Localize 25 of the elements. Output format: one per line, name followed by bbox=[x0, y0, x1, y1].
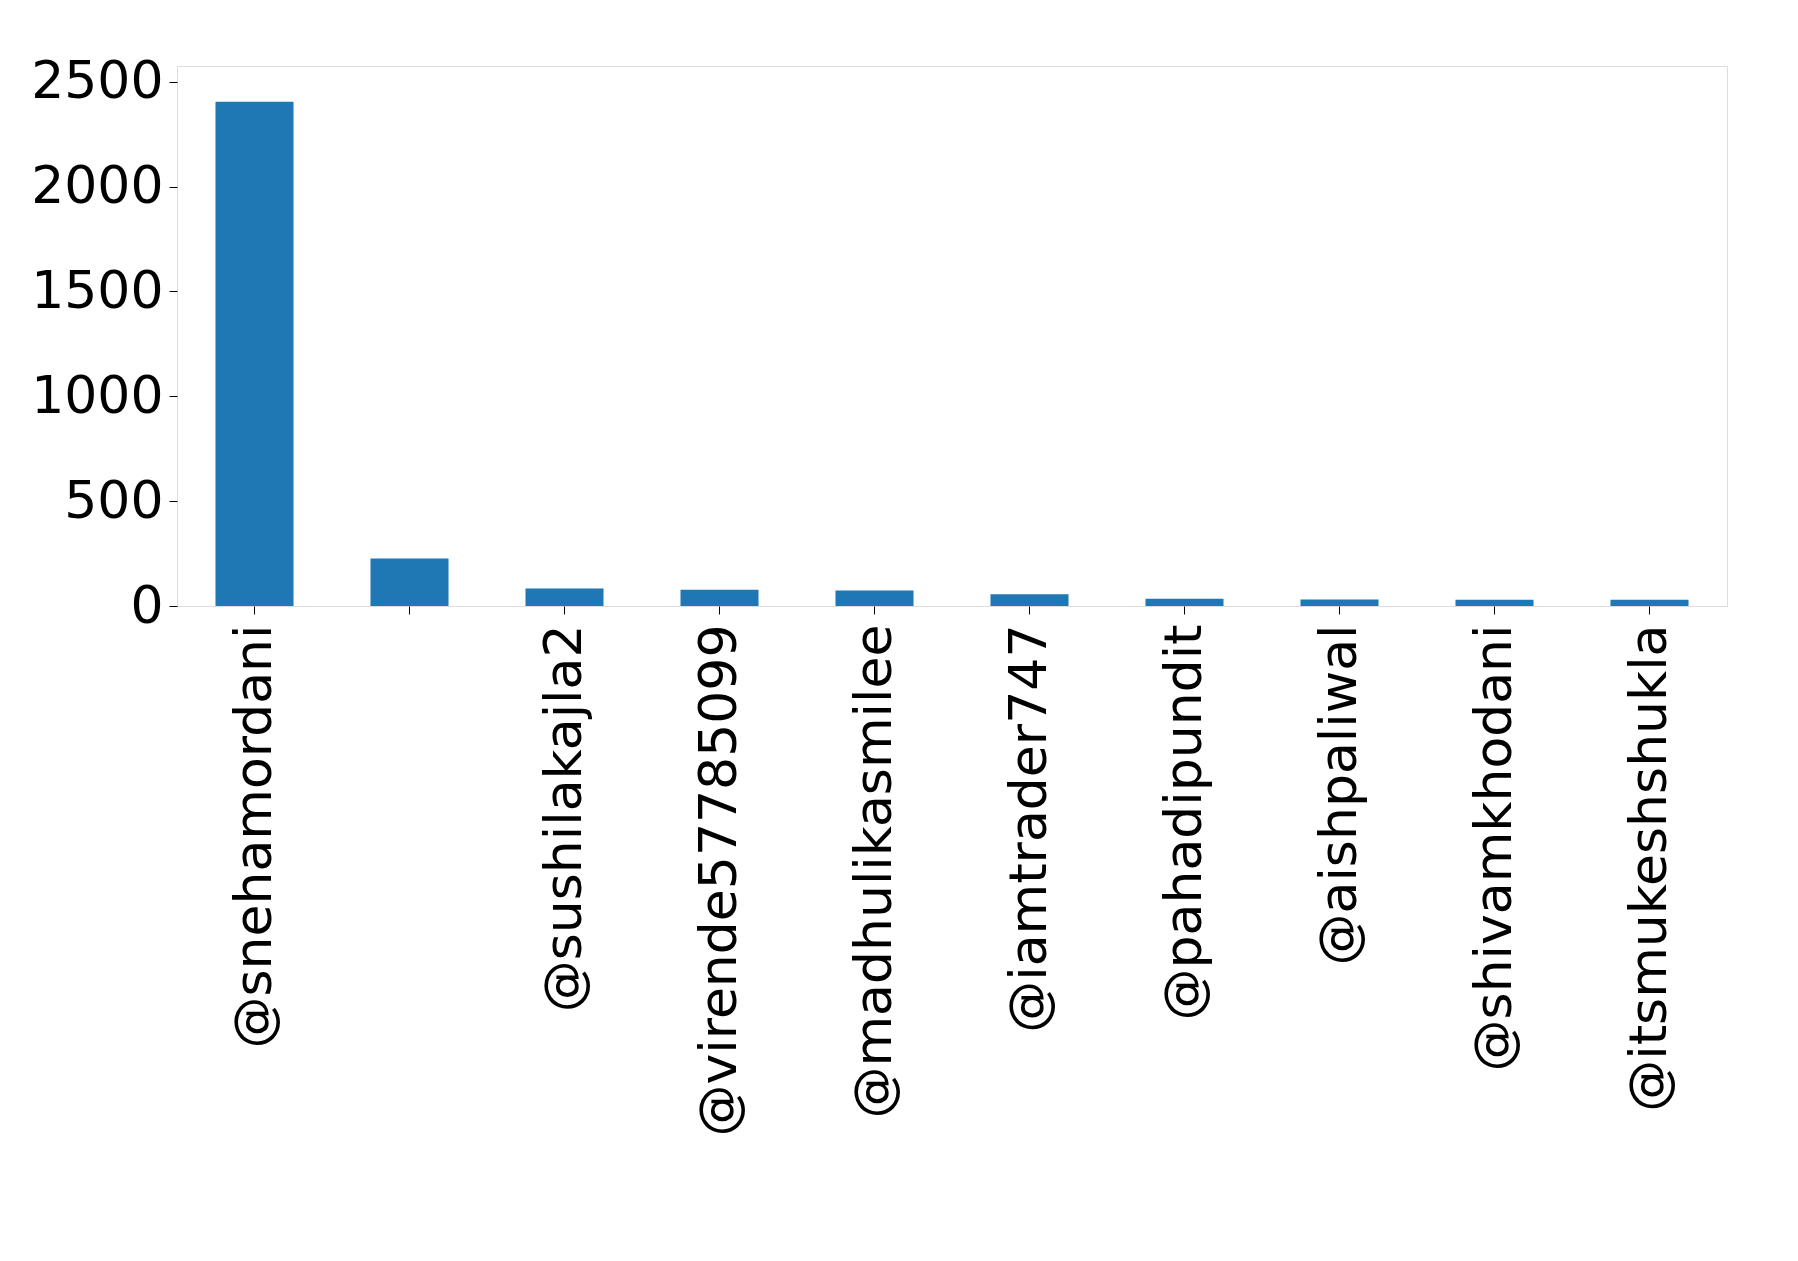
x-tick-label: @virende57785099 bbox=[687, 624, 748, 1137]
x-tick-label: @sushilakajla2 bbox=[532, 624, 593, 1013]
y-tick-label: 2500 bbox=[31, 50, 164, 111]
bar bbox=[1455, 599, 1534, 606]
bar bbox=[1610, 599, 1689, 606]
y-tick-label: 2000 bbox=[31, 155, 164, 216]
bar bbox=[215, 101, 294, 606]
bar bbox=[370, 558, 449, 606]
x-tick-label: @madhulikasmilee bbox=[842, 624, 903, 1119]
bar bbox=[680, 589, 759, 606]
bar bbox=[525, 588, 604, 606]
bar bbox=[835, 590, 914, 606]
y-tick-label: 500 bbox=[64, 469, 164, 530]
x-tick-label: @itsmukeshshukla bbox=[1617, 624, 1678, 1112]
x-tick-label: @iamtrader747 bbox=[997, 624, 1058, 1033]
x-tick-label: @pahadipundit bbox=[1152, 624, 1213, 1021]
x-tick-label: @shivamkhodani bbox=[1462, 624, 1523, 1072]
y-tick-label: 1000 bbox=[31, 364, 164, 425]
bar bbox=[1300, 599, 1379, 606]
bar bbox=[990, 594, 1069, 606]
bar bbox=[1145, 598, 1224, 606]
y-tick-label: 1500 bbox=[31, 259, 164, 320]
y-tick-label: 0 bbox=[130, 574, 164, 635]
x-tick-label: @snehamordani bbox=[222, 624, 283, 1049]
x-tick-label: @aishpaliwal bbox=[1307, 624, 1368, 966]
